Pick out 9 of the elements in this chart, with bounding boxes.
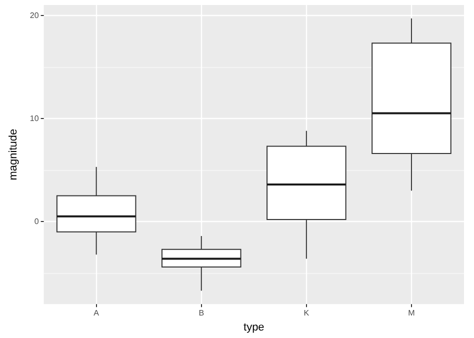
- y-axis-title: magnitude: [8, 128, 20, 180]
- y-tick-label: 0: [34, 217, 40, 226]
- x-tick-label: B: [198, 308, 204, 318]
- x-axis-title: type: [244, 322, 264, 334]
- x-tick-label: K: [304, 308, 310, 318]
- y-tick-label: 10: [30, 114, 40, 123]
- x-tick-label: M: [408, 308, 416, 318]
- x-tick-label: A: [94, 308, 100, 318]
- y-tick-label: 20: [30, 10, 40, 20]
